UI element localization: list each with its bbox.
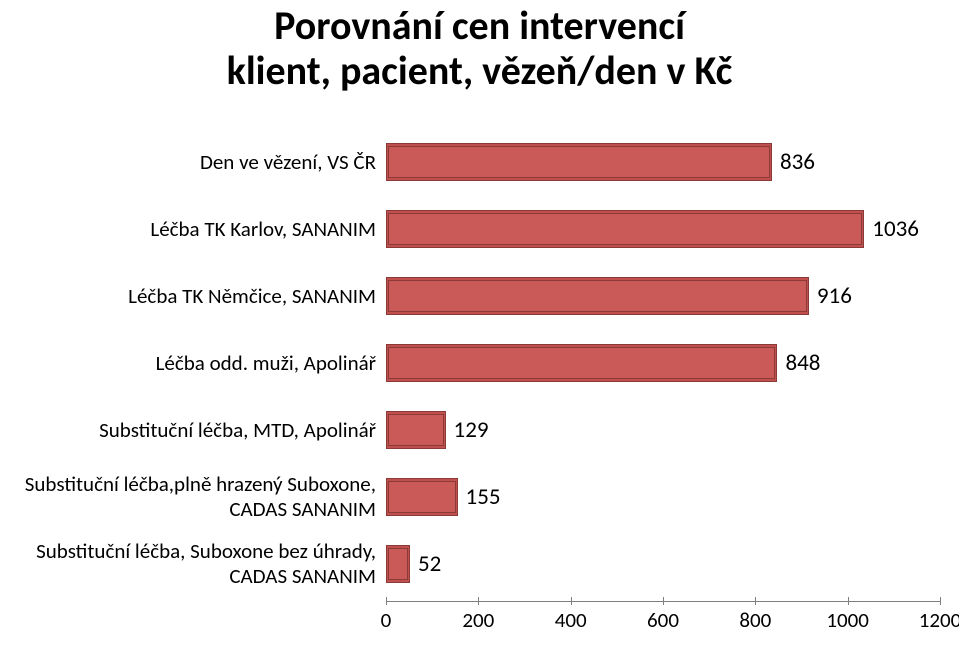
tick-label: 200 xyxy=(462,607,494,633)
bar-highlight xyxy=(388,280,807,312)
bar-row: Léčba TK Karlov, SANANIM 1036 xyxy=(20,199,940,259)
plot-cell: 848 xyxy=(386,333,940,393)
category-label: Substituční léčba, Suboxone bez úhrady, … xyxy=(20,539,386,589)
value-label: 836 xyxy=(780,148,815,176)
tick-mark xyxy=(848,597,849,605)
tick-mark xyxy=(663,597,664,605)
plot-cell: 52 xyxy=(386,534,940,594)
category-label: Substituční léčba, MTD, Apolinář xyxy=(20,418,386,443)
plot-cell: 129 xyxy=(386,400,940,460)
bar-row: Substituční léčba, MTD, Apolinář 129 xyxy=(20,400,940,460)
bar-highlight xyxy=(388,146,770,178)
tick-label: 800 xyxy=(739,607,771,633)
category-label: Léčba TK Němčice, SANANIM xyxy=(20,284,386,309)
tick-mark xyxy=(478,597,479,605)
plot-cell: 916 xyxy=(386,266,940,326)
axis-spacer xyxy=(20,601,386,629)
bar-row: Substituční léčba, Suboxone bez úhrady, … xyxy=(20,534,940,594)
bar-row: Léčba TK Němčice, SANANIM 916 xyxy=(20,266,940,326)
chart-title: Porovnání cen intervencí klient, pacient… xyxy=(0,4,959,94)
tick-mark xyxy=(755,597,756,605)
bar-chart: Den ve vězení, VS ČR 836 Léčba TK Karlov, … xyxy=(20,132,940,632)
value-label: 129 xyxy=(454,416,489,444)
bar-row: Den ve vězení, VS ČR 836 xyxy=(20,132,940,192)
axis-plot: 020040060080010001200 xyxy=(386,601,940,629)
bar-row: Léčba odd. muži, Apolinář 848 xyxy=(20,333,940,393)
bar-highlight xyxy=(388,213,862,245)
category-label: Substituční léčba,plně hrazený Suboxone,… xyxy=(20,472,386,522)
category-label: Léčba TK Karlov, SANANIM xyxy=(20,217,386,242)
title-line-1: Porovnání cen intervencí xyxy=(274,1,685,50)
x-axis: 020040060080010001200 xyxy=(20,601,940,629)
tick-label: 1000 xyxy=(826,607,869,633)
value-label: 52 xyxy=(418,550,441,578)
tick-mark xyxy=(386,597,387,605)
value-label: 848 xyxy=(785,349,820,377)
plot-cell: 1036 xyxy=(386,199,940,259)
plot-cell: 836 xyxy=(386,132,940,192)
plot-cell: 155 xyxy=(386,467,940,527)
bar-highlight xyxy=(388,481,456,513)
tick-label: 0 xyxy=(381,607,392,633)
value-label: 916 xyxy=(817,282,852,310)
tick-label: 1200 xyxy=(919,607,959,633)
value-label: 155 xyxy=(466,483,501,511)
category-label: Den ve vězení, VS ČR xyxy=(20,150,386,175)
bar-highlight xyxy=(388,414,444,446)
bar-highlight xyxy=(388,347,775,379)
bar-highlight xyxy=(388,548,408,580)
bar-row: Substituční léčba,plně hrazený Suboxone,… xyxy=(20,467,940,527)
tick-label: 400 xyxy=(555,607,587,633)
value-label: 1036 xyxy=(872,215,919,243)
tick-label: 600 xyxy=(647,607,679,633)
tick-mark xyxy=(940,597,941,605)
slide: Porovnání cen intervencí klient, pacient… xyxy=(0,0,959,645)
category-label: Léčba odd. muži, Apolinář xyxy=(20,351,386,376)
title-line-2: klient, pacient, vězeň/den v Kč xyxy=(227,46,733,95)
tick-mark xyxy=(571,597,572,605)
